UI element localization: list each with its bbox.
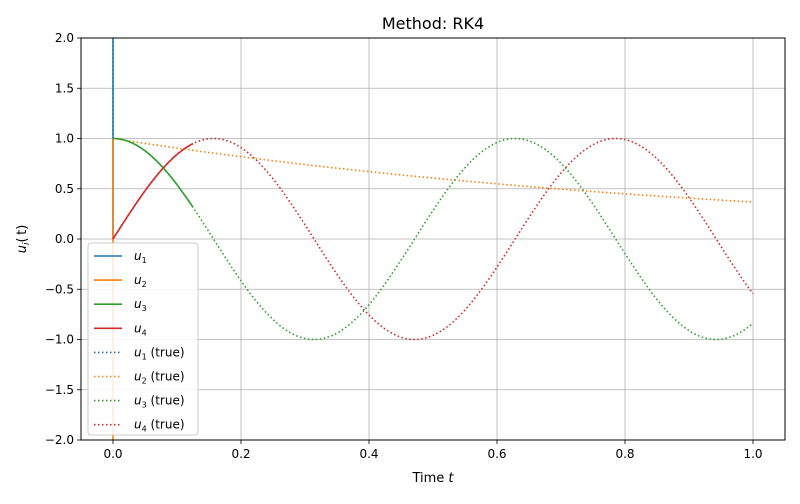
x-tick-label: 1.0 xyxy=(743,447,762,461)
legend-label: u4 xyxy=(134,321,147,337)
y-tick-label: −1.0 xyxy=(45,333,74,347)
legend-label: u3 (true) xyxy=(134,394,185,410)
legend: u1 u2 u3 u4 u1 (true) u2 (true) u3 (true) u4 (t… xyxy=(87,242,199,436)
x-tick-label: 0.8 xyxy=(615,447,634,461)
y-axis-label: ui( t) xyxy=(15,225,32,254)
y-tick-label: −2.0 xyxy=(45,433,74,447)
legend-label: u1 (true) xyxy=(134,345,185,361)
y-tick-label: 0.0 xyxy=(55,232,74,246)
grid xyxy=(81,37,785,441)
legend-label: u2 xyxy=(134,273,147,289)
x-axis-label: Time t xyxy=(411,471,454,486)
legend-label: u3 xyxy=(134,297,147,313)
x-tick-label: 0.4 xyxy=(359,447,378,461)
y-tick-label: −0.5 xyxy=(45,282,74,296)
series-line-6 xyxy=(112,137,754,203)
x-tick-label: 0.2 xyxy=(231,447,250,461)
y-tick-label: 0.5 xyxy=(55,182,74,196)
y-tick-label: 2.0 xyxy=(55,31,74,45)
axis-ticks: 0.0 0.2 0.4 0.6 0.8 1.0 −2.0 −1.5 −1.0 −0.5 0.0 0.5… xyxy=(45,31,763,461)
legend-label: u2 (true) xyxy=(134,370,185,386)
legend-label: u1 xyxy=(134,249,147,265)
y-tick-label: 1.5 xyxy=(55,81,74,95)
y-tick-label: 1.0 xyxy=(55,132,74,146)
legend-label: u4 (true) xyxy=(134,418,185,434)
legend-box xyxy=(87,242,199,436)
x-tick-label: 0.6 xyxy=(487,447,506,461)
x-tick-label: 0.0 xyxy=(103,447,122,461)
chart-title: Method: RK4 xyxy=(382,14,484,33)
y-tick-label: −1.5 xyxy=(45,383,74,397)
series-line-8 xyxy=(112,137,754,341)
